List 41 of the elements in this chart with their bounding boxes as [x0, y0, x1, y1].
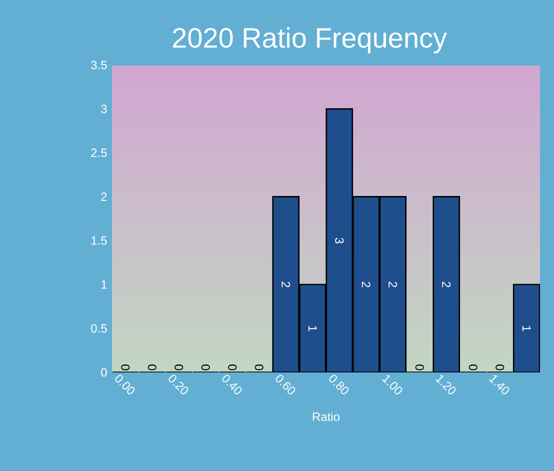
x-tick-label: 0.40: [222, 374, 242, 394]
data-label: 0: [496, 364, 504, 370]
data-label: 0: [174, 364, 184, 370]
bar: [326, 108, 352, 372]
y-tick-label: 3: [101, 104, 107, 114]
bar: [272, 196, 299, 372]
chart-title: 2020 Ratio Frequency: [172, 27, 447, 54]
y-tick-label: 1: [102, 280, 107, 289]
y-tick-label: 2.5: [91, 148, 107, 158]
x-tick-label: 1.20: [435, 375, 456, 394]
data-label: 0: [148, 364, 156, 370]
y-tick-label: 0.5: [91, 324, 107, 333]
data-label: 1: [308, 326, 317, 332]
data-label: 0: [121, 364, 130, 370]
data-label: 3: [335, 238, 344, 244]
x-tick-label: 0.20: [168, 374, 188, 394]
data-label: 0: [201, 364, 210, 370]
data-label: 2: [282, 282, 290, 288]
x-tick-label: 1.40: [488, 375, 510, 394]
x-tick-label: 0.00: [115, 374, 135, 394]
data-label: 1: [522, 326, 531, 332]
data-label: 0: [468, 364, 478, 370]
x-tick-label: 0.80: [329, 374, 349, 394]
data-label: 0: [228, 364, 237, 370]
y-tick-label: 0: [101, 368, 107, 377]
bar: [353, 196, 380, 372]
y-tick-label: 3.5: [91, 60, 107, 70]
bar: [300, 284, 326, 372]
x-axis-title: Ratio: [312, 412, 340, 421]
x-tick-label: 0.60: [276, 374, 296, 394]
y-tick-label: 1.5: [92, 236, 107, 245]
x-tick-label: 1.00: [382, 375, 402, 394]
data-label: 2: [388, 282, 398, 288]
bar: [512, 284, 540, 372]
bar: [433, 196, 460, 372]
data-label: 2: [362, 282, 370, 288]
data-label: 0: [415, 364, 424, 370]
data-label: 0: [254, 364, 264, 370]
data-label: 2: [442, 282, 451, 288]
bar: [380, 196, 406, 372]
y-tick-label: 2: [101, 192, 107, 201]
